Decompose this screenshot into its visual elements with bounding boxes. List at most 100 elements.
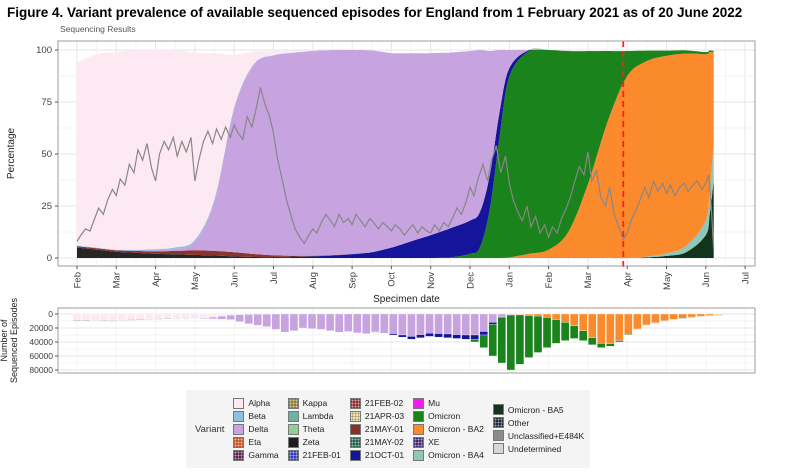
bar-segment [669,313,678,320]
bar-segment [398,334,407,338]
bar-segment [145,313,154,320]
legend-item-undetermined: Undetermined [492,442,584,455]
legend-item-omicron-ba4: Omicron - BA4 [413,449,484,462]
bar-segment [262,313,271,327]
legend-column-4: Mu Omicron Omicron - BA2 XE Omicron - BA4 [413,397,484,462]
legend-item-21feb-02: 21FEB-02 [349,397,404,410]
legend-swatch [413,397,425,409]
legend-item-omicron-ba5: Omicron - BA5 [492,403,584,416]
bar-segment [425,333,434,337]
legend-swatch [233,410,245,422]
bar-segment [425,313,434,334]
bar-segment [588,313,597,338]
legend-item-mu: Mu [413,397,484,410]
legend-column-2: Kappa Lambda Theta Zeta 21FEB-01 [287,397,341,462]
bar-segment [606,313,615,344]
bar-segment [90,313,100,321]
figure-title: Figure 4. Variant prevalence of availabl… [7,5,743,20]
bar-segment [389,313,398,334]
svg-text:Jul: Jul [740,272,751,284]
bar-segment [443,313,452,335]
legend-label: Alpha [248,398,271,408]
svg-text:Dec: Dec [465,272,476,289]
bar-segment [461,334,470,340]
svg-text:Nov: Nov [426,272,437,289]
svg-text:60000: 60000 [29,351,53,361]
bar-segment [515,314,525,365]
bar-segment [461,313,470,336]
bar-segment [136,313,145,320]
bar-segment [226,315,235,320]
area-delta [77,48,714,256]
svg-text:100: 100 [36,45,52,56]
svg-text:Jun: Jun [701,272,712,287]
bar-segment [109,313,118,321]
bar-segment [542,313,552,318]
bar-segment [479,313,488,332]
bar-segment [678,313,687,319]
bar-segment [72,313,82,321]
legend-swatch [233,423,245,435]
bar-segment [298,313,308,329]
bar-segment [651,313,660,324]
bar-segment [127,313,136,320]
legend-item-omicron-ba2: Omicron - BA2 [413,423,484,436]
svg-text:40000: 40000 [29,337,53,347]
legend-label: Lambda [302,411,334,421]
legend-label: Gamma [248,450,279,460]
legend-swatch [413,410,425,422]
legend-item-alpha: Alpha [233,397,278,410]
legend-swatch [413,449,425,461]
bar-segment [181,313,190,319]
bar-segment [497,317,506,364]
legend-label: Unclassified+E484K [507,430,585,441]
svg-text:0: 0 [47,253,52,264]
bar-segment [208,316,217,320]
bar-segment [271,313,281,330]
legend-swatch [349,449,361,461]
bar-segment [705,313,714,316]
legend-item-eta: Eta [233,436,278,449]
legend-label: Other [507,417,530,428]
legend-swatch [413,436,425,448]
svg-text:May: May [662,272,673,290]
bar-segment [579,330,588,341]
legend-item-21oct-01: 21OCT-01 [349,449,404,462]
bar-segment [344,313,353,332]
bar-segment [316,313,326,330]
bar-segment [452,313,461,335]
svg-text:Apr: Apr [151,272,162,287]
legend-swatch [413,423,425,435]
panel-label: Sequencing Results [60,24,136,34]
bar-segment [217,313,226,317]
svg-text:20000: 20000 [29,323,53,333]
bar-segment [81,313,91,321]
bar-segment [407,336,416,340]
legend-item-gamma: Gamma [233,449,279,462]
bar-segment [389,333,398,336]
bar-segment [606,343,615,347]
legend-item-kappa: Kappa [287,397,341,410]
svg-text:Jan: Jan [505,272,516,287]
bar-segment [579,313,588,331]
bar-segment [226,313,235,316]
bar-segment [696,313,705,317]
bar-segment [280,313,290,333]
svg-text:Specimen date: Specimen date [373,294,440,305]
bar-segment [470,334,479,340]
legend-swatch [287,397,299,409]
legend-item-beta: Beta [233,410,278,423]
legend-label: 21APR-03 [364,411,405,421]
svg-text:Aug: Aug [308,272,319,289]
bar-segment [615,340,624,343]
bar-segment [524,315,534,358]
svg-text:Percentage: Percentage [6,127,17,179]
legend-label: Delta [248,424,269,434]
bar-segment [551,313,561,320]
svg-text:Jun: Jun [230,272,241,287]
bar-segment [416,313,425,335]
legend-swatch [492,404,504,415]
legend-label: Undetermined [507,443,562,454]
